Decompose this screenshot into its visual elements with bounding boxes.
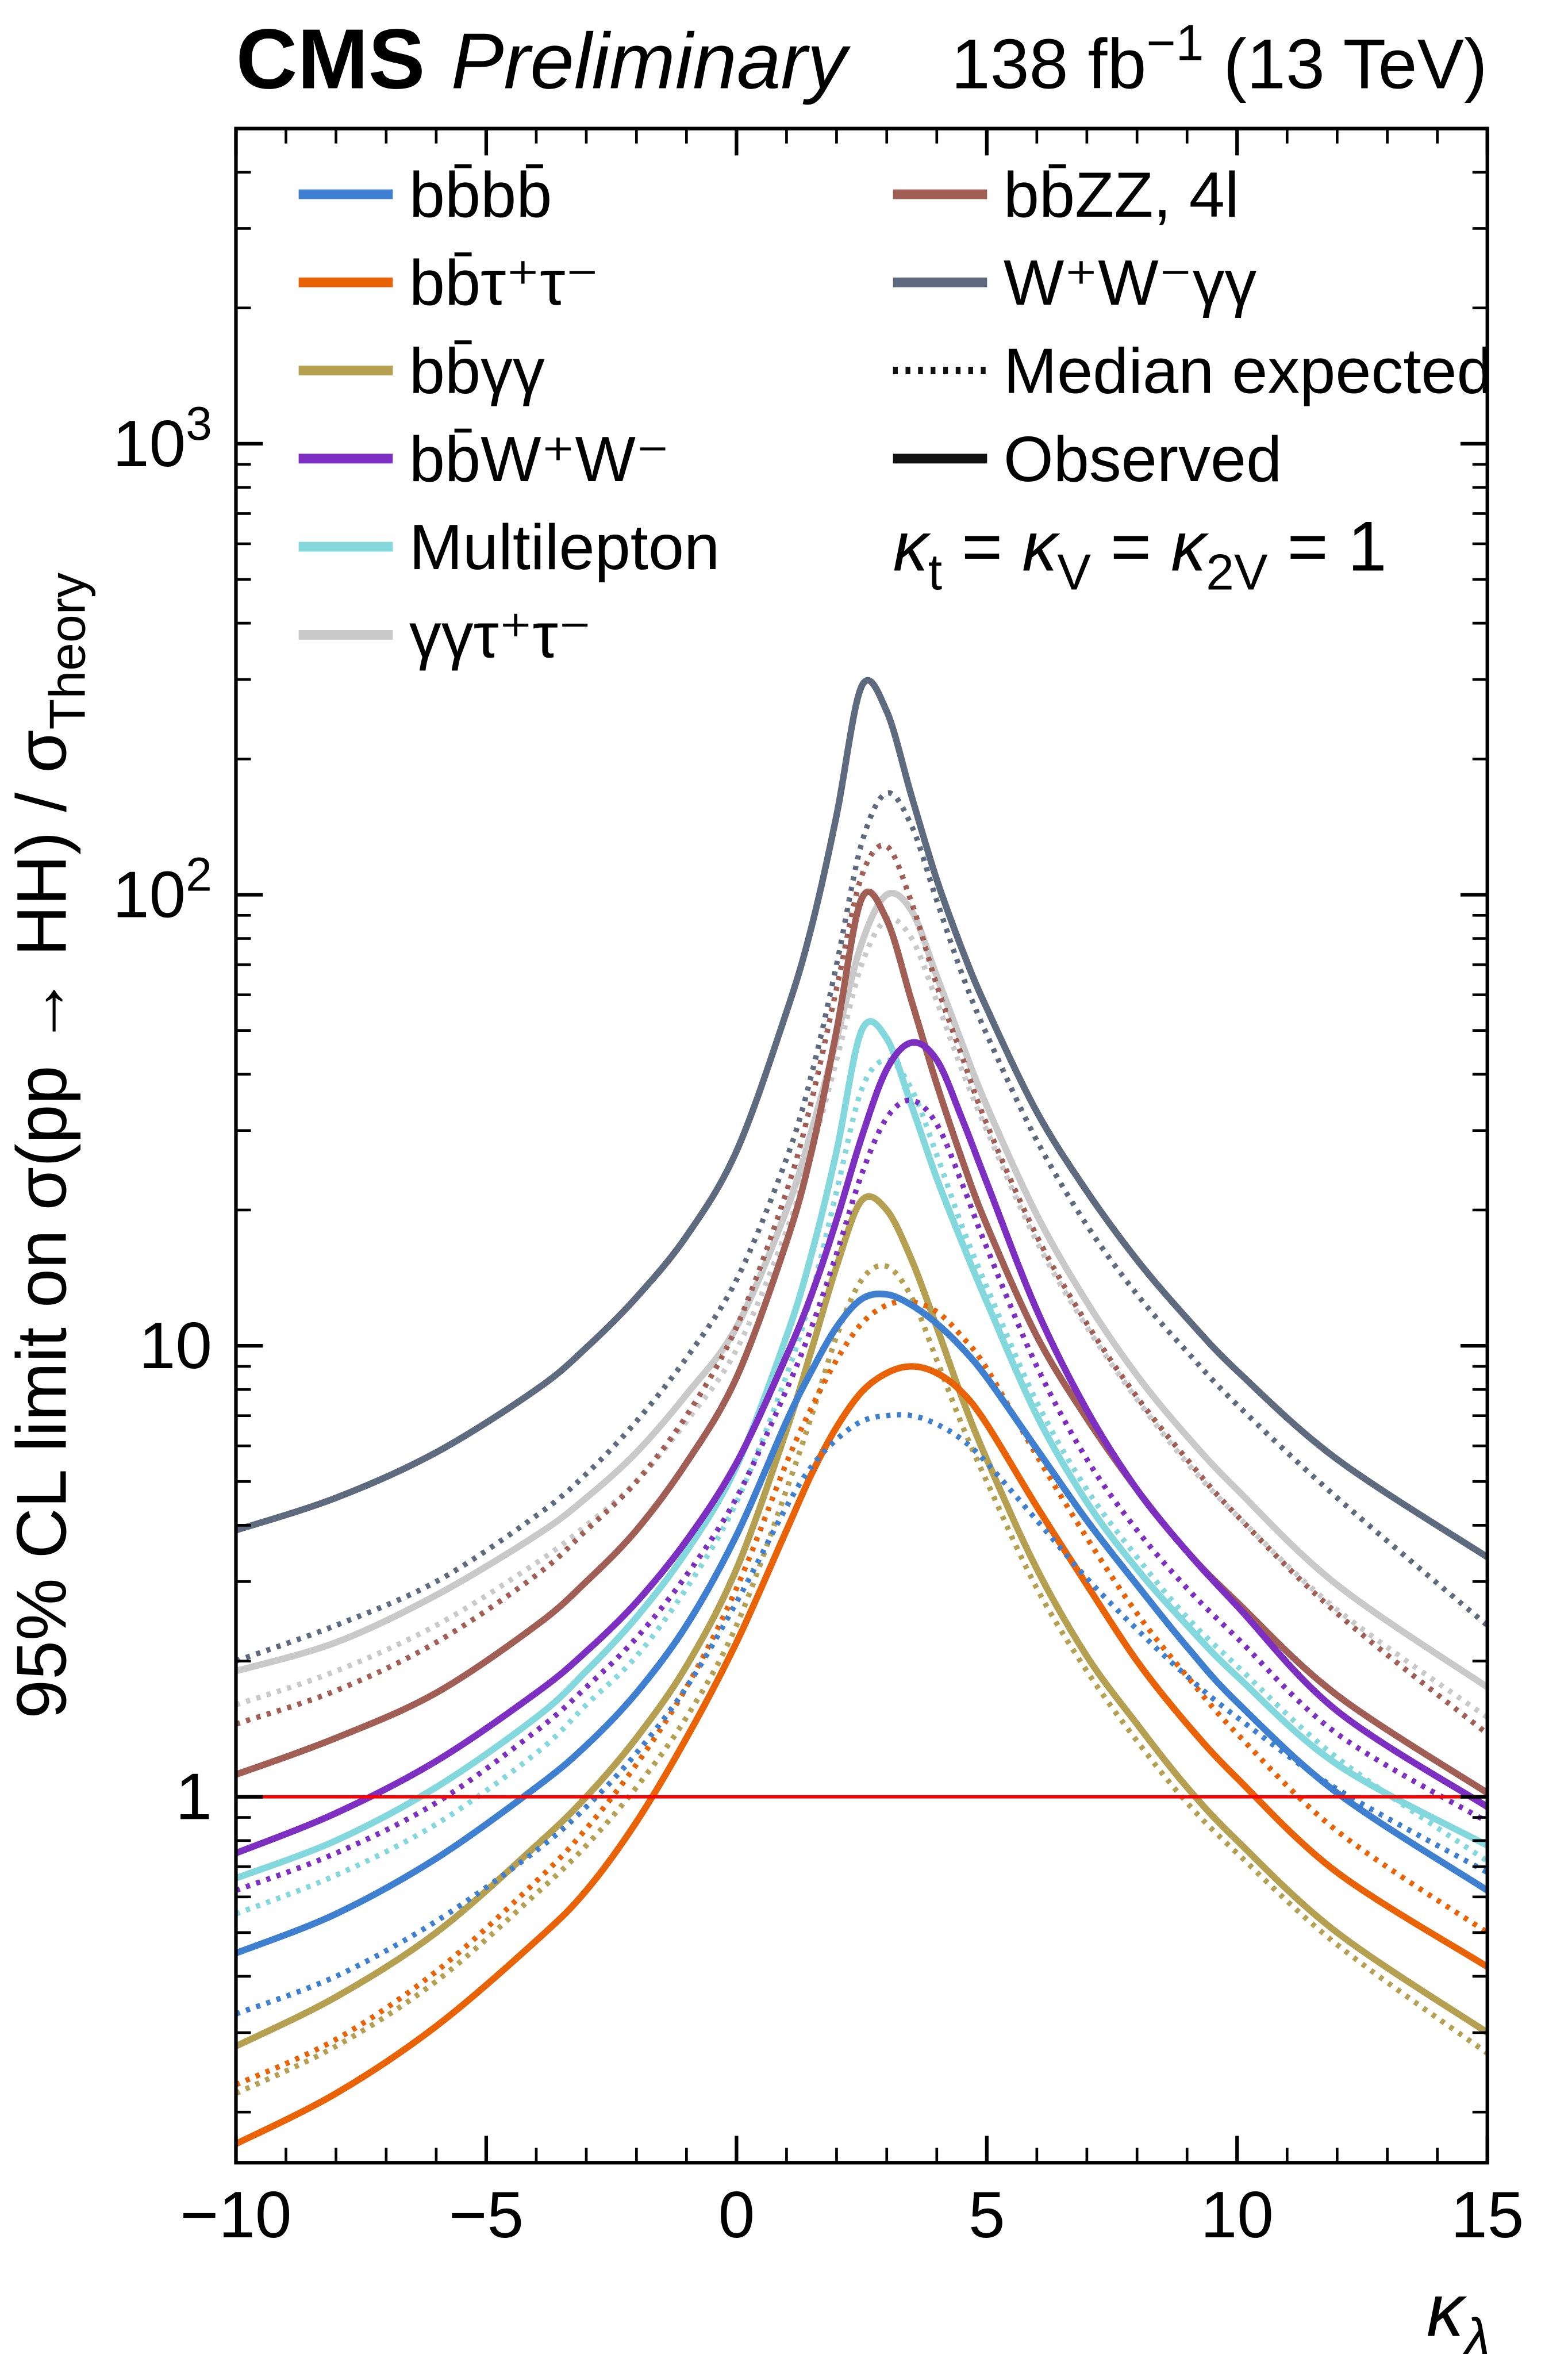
- legend-label: γγτ⁺τ⁻: [409, 599, 592, 671]
- legend-label: W⁺W⁻γγ: [1004, 247, 1257, 318]
- curve-gammagammatautau-expected: [236, 916, 1488, 1720]
- legend-label: bb̄τ⁺τ⁻: [409, 247, 599, 318]
- lumi-label: 138 fb−1 (13 TeV): [951, 15, 1488, 103]
- curve-bbbb-observed: [236, 1291, 1488, 1957]
- legend-item: Multilepton: [298, 511, 720, 583]
- legend-item: bb̄τ⁺τ⁻: [298, 247, 599, 318]
- legend-item: γγτ⁺τ⁻: [298, 599, 592, 671]
- curve-bbWW-expected: [236, 1097, 1488, 1893]
- legend-label: bb̄ZZ, 4l: [1004, 159, 1239, 231]
- curve-multilepton-observed: [236, 1018, 1488, 1882]
- legend-label: bb̄bb̄: [409, 159, 552, 231]
- curve-bbgammagamma-observed: [236, 1193, 1488, 2050]
- x-tick-label: 15: [1451, 2179, 1524, 2252]
- curve-bbtautau-observed: [236, 1363, 1488, 2148]
- legend: bb̄bb̄ bb̄τ⁺τ⁻ bb̄γγ bb̄W⁺W⁻ Multilepton γγτ⁺…: [298, 159, 1493, 671]
- curve-bbgammagamma-expected: [236, 1262, 1488, 2096]
- x-tick-label: −5: [449, 2179, 524, 2252]
- legend-item: bb̄bb̄: [298, 159, 552, 231]
- y-axis-title: 95% CL limit on σ(pp → HH) / σTheory: [2, 573, 95, 1719]
- x-minor-ticks: [285, 128, 1439, 2163]
- curve-multilepton-expected: [236, 1057, 1488, 1917]
- y-tick-label: 103: [113, 397, 212, 481]
- legend-item: Observed: [893, 423, 1282, 495]
- y-tick-label: 10: [139, 1310, 212, 1383]
- x-tick-label: 0: [718, 2179, 755, 2252]
- curves-layer: [236, 677, 1488, 2148]
- experiment-label: CMS: [236, 11, 425, 106]
- legend-label: bb̄W⁺W⁻: [409, 423, 670, 495]
- axes-layer: [234, 126, 1489, 2165]
- legend-kappa-label: κt = κV = κ2V = 1: [893, 507, 1387, 601]
- x-axis-title: κλ: [1427, 2268, 1490, 2354]
- curve-bbbb-expected: [236, 1412, 1488, 2017]
- legend-item: bb̄W⁺W⁻: [298, 423, 670, 495]
- x-major-ticks: [234, 128, 1489, 2163]
- legend-item: Median expected: [893, 335, 1493, 407]
- y-tick-label: 1: [175, 1761, 212, 1834]
- y-major-ticks: [236, 441, 1488, 1799]
- plot-frame: [234, 126, 1489, 2165]
- preliminary-label: Preliminary: [451, 17, 851, 105]
- y-tick-labels: 1 10 102 103: [113, 397, 212, 1834]
- legend-item: bb̄ZZ, 4l: [893, 159, 1239, 231]
- curve-bbWW-observed: [236, 1039, 1488, 1857]
- curve-WWgammagamma-observed: [236, 677, 1488, 1561]
- legend-label: Median expected: [1004, 335, 1493, 407]
- legend-label: Multilepton: [409, 511, 720, 583]
- x-tick-label: −10: [180, 2179, 292, 2252]
- curve-WWgammagamma-expected: [236, 790, 1488, 1664]
- legend-item: bb̄γγ: [298, 335, 545, 407]
- x-tick-labels: −10 −5 0 5 10 15: [180, 2179, 1524, 2252]
- x-tick-label: 10: [1201, 2179, 1274, 2252]
- y-tick-label: 102: [113, 848, 212, 932]
- legend-item: W⁺W⁻γγ: [893, 247, 1257, 318]
- legend-label: Observed: [1004, 423, 1282, 495]
- y-minor-ticks: [236, 171, 1488, 2114]
- curve-bbtautau-expected: [236, 1299, 1488, 2087]
- curve-gammagammatautau-observed: [236, 889, 1488, 1691]
- legend-label: bb̄γγ: [409, 335, 545, 407]
- x-tick-label: 5: [969, 2179, 1005, 2252]
